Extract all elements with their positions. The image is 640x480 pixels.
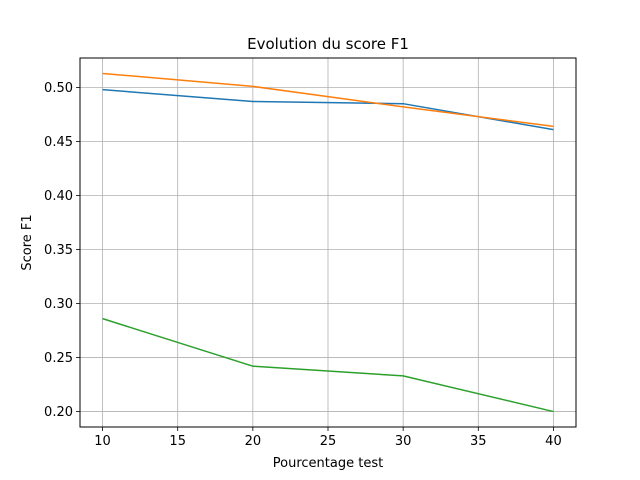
y-tick-label: 0.35	[44, 243, 73, 258]
x-tick-label: 15	[169, 434, 186, 449]
x-axis-label: Pourcentage test	[273, 456, 383, 471]
chart-title: Evolution du score F1	[247, 35, 409, 53]
y-tick-label: 0.20	[44, 405, 73, 420]
y-axis-label: Score F1	[20, 214, 35, 270]
x-tick-label: 35	[470, 434, 487, 449]
x-axis: 10 15 20 25 30 35 40	[94, 427, 562, 449]
series-line-3	[102, 317, 554, 413]
x-tick-label: 30	[395, 434, 412, 449]
y-tick-label: 0.25	[44, 351, 73, 366]
series-lines	[102, 72, 554, 413]
x-tick-label: 25	[320, 434, 337, 449]
y-tick-label: 0.45	[44, 135, 73, 150]
x-tick-label: 10	[94, 434, 111, 449]
grid-lines	[80, 58, 576, 427]
x-tick-label: 40	[545, 434, 562, 449]
x-tick-label: 20	[245, 434, 262, 449]
y-tick-label: 0.40	[44, 189, 73, 204]
series-line-2	[102, 72, 554, 128]
y-axis: 0.20 0.25 0.30 0.35 0.40 0.45 0.50	[44, 81, 80, 420]
y-tick-label: 0.30	[44, 297, 73, 312]
y-tick-label: 0.50	[44, 81, 73, 96]
